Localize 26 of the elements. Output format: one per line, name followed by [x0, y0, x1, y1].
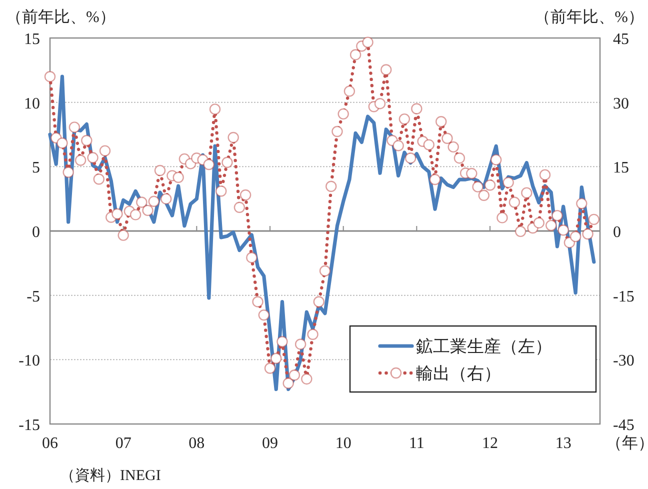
- y-tick-label: -10: [18, 352, 40, 370]
- y-tick-label: -5: [26, 288, 40, 306]
- y2-tick-label: -15: [613, 288, 634, 306]
- y-tick-label: 10: [24, 95, 40, 112]
- y2-tick-label: 15: [613, 160, 629, 177]
- x-tick-label: 13: [555, 435, 572, 452]
- x-tick-label: 08: [188, 435, 205, 452]
- y-tick-label: 0: [32, 224, 40, 241]
- x-tick-label: 10: [335, 435, 352, 452]
- y2-tick-label: -30: [613, 352, 634, 370]
- x-tick-label: 11: [408, 435, 424, 452]
- y2-tick-label: 45: [613, 31, 629, 48]
- x-tick-label: 09: [262, 435, 278, 452]
- x-tick-label: 06: [42, 435, 58, 452]
- y-axis-title: （前年比、%）: [6, 8, 116, 26]
- y2-tick-label: -45: [613, 417, 634, 434]
- x-tick-label: 12: [482, 435, 498, 452]
- x-tick-label: 07: [115, 435, 132, 452]
- y-tick-label: -15: [18, 417, 40, 434]
- y2-tick-label: 0: [613, 224, 621, 241]
- y2-axis-title: （前年比、%）: [534, 8, 644, 26]
- x-axis-title: （年）: [606, 435, 648, 452]
- y2-tick-label: 30: [613, 95, 629, 112]
- text: （資料）INEGI: [60, 467, 161, 484]
- y-tick-label: 5: [32, 160, 40, 177]
- y-tick-label: 15: [24, 31, 40, 48]
